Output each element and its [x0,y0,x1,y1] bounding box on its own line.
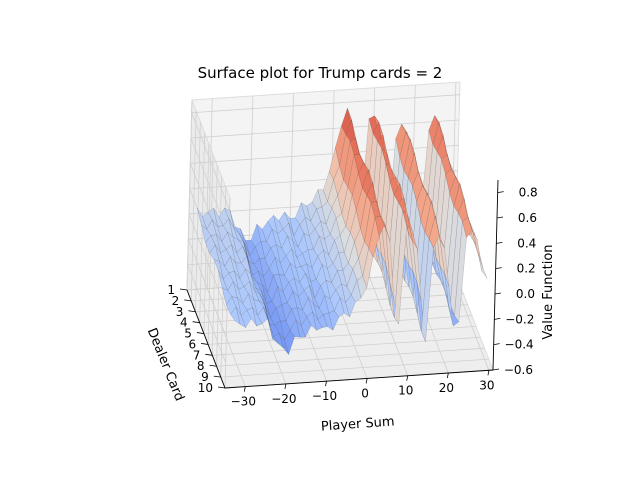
x-tick-label: −20 [271,392,296,406]
y-tick-label: 6 [188,337,196,351]
z-tick [492,368,500,371]
z-tick [494,317,501,320]
x-tick [446,372,449,379]
y-tick-label: 9 [201,370,209,384]
y-tick-label: 5 [184,327,192,341]
y-tick [217,386,226,389]
z-axis-label: Value Function [541,244,556,339]
y-tick-label: 1 [167,283,175,297]
x-tick [487,370,490,376]
x-tick [243,386,246,392]
y-tick-label: 4 [180,316,188,330]
z-tick-label: 0.0 [516,287,535,301]
z-tick-label: −0.4 [505,338,534,352]
y-axis-label: Dealer Card [144,326,187,403]
x-axis-label: Player Sum [320,414,395,434]
x-tick [284,383,287,389]
y-tick-label: 10 [198,381,213,395]
x-tick-label: 30 [479,378,494,392]
y-tick-label: 2 [172,294,180,308]
y-tick [201,343,209,345]
surface-facet [477,253,488,279]
surface-mesh [197,107,488,356]
x-tick [406,375,409,381]
y-tick [196,332,204,334]
z-tick [497,191,504,194]
y-axis-line [186,289,226,389]
y-tick [213,375,221,378]
z-tick [495,267,502,270]
z-tick-label: −0.6 [504,363,533,377]
z-tick [496,241,503,244]
chart-title: Surface plot for Trump cards = 2 [197,64,443,82]
z-tick-label: 0.4 [517,236,536,250]
gridline-z [191,94,460,211]
x-tick-label: 0 [361,386,369,400]
z-tick-label: −0.2 [505,312,534,326]
x-tick-label: 20 [439,381,454,395]
z-axis-line [492,179,499,371]
x-tick-label: 10 [398,384,413,398]
x-tick [325,381,327,387]
z-tick-label: 0.8 [519,186,538,200]
y-tick [179,288,188,291]
y-tick [184,299,192,302]
x-tick-label: −30 [231,395,256,409]
z-tick-label: 0.6 [518,211,537,225]
y-tick [205,353,213,356]
y-tick [188,310,196,313]
z-tick [496,216,504,219]
x-tick [365,378,368,384]
z-tick-label: 0.2 [517,262,536,276]
y-tick-label: 3 [176,305,184,319]
x-tick-label: −10 [312,389,337,403]
y-tick [209,364,217,367]
y-tick [192,321,200,324]
z-tick [494,292,502,295]
z-tick [493,343,500,346]
y-tick-label: 7 [193,348,201,362]
y-tick-label: 8 [197,359,205,373]
